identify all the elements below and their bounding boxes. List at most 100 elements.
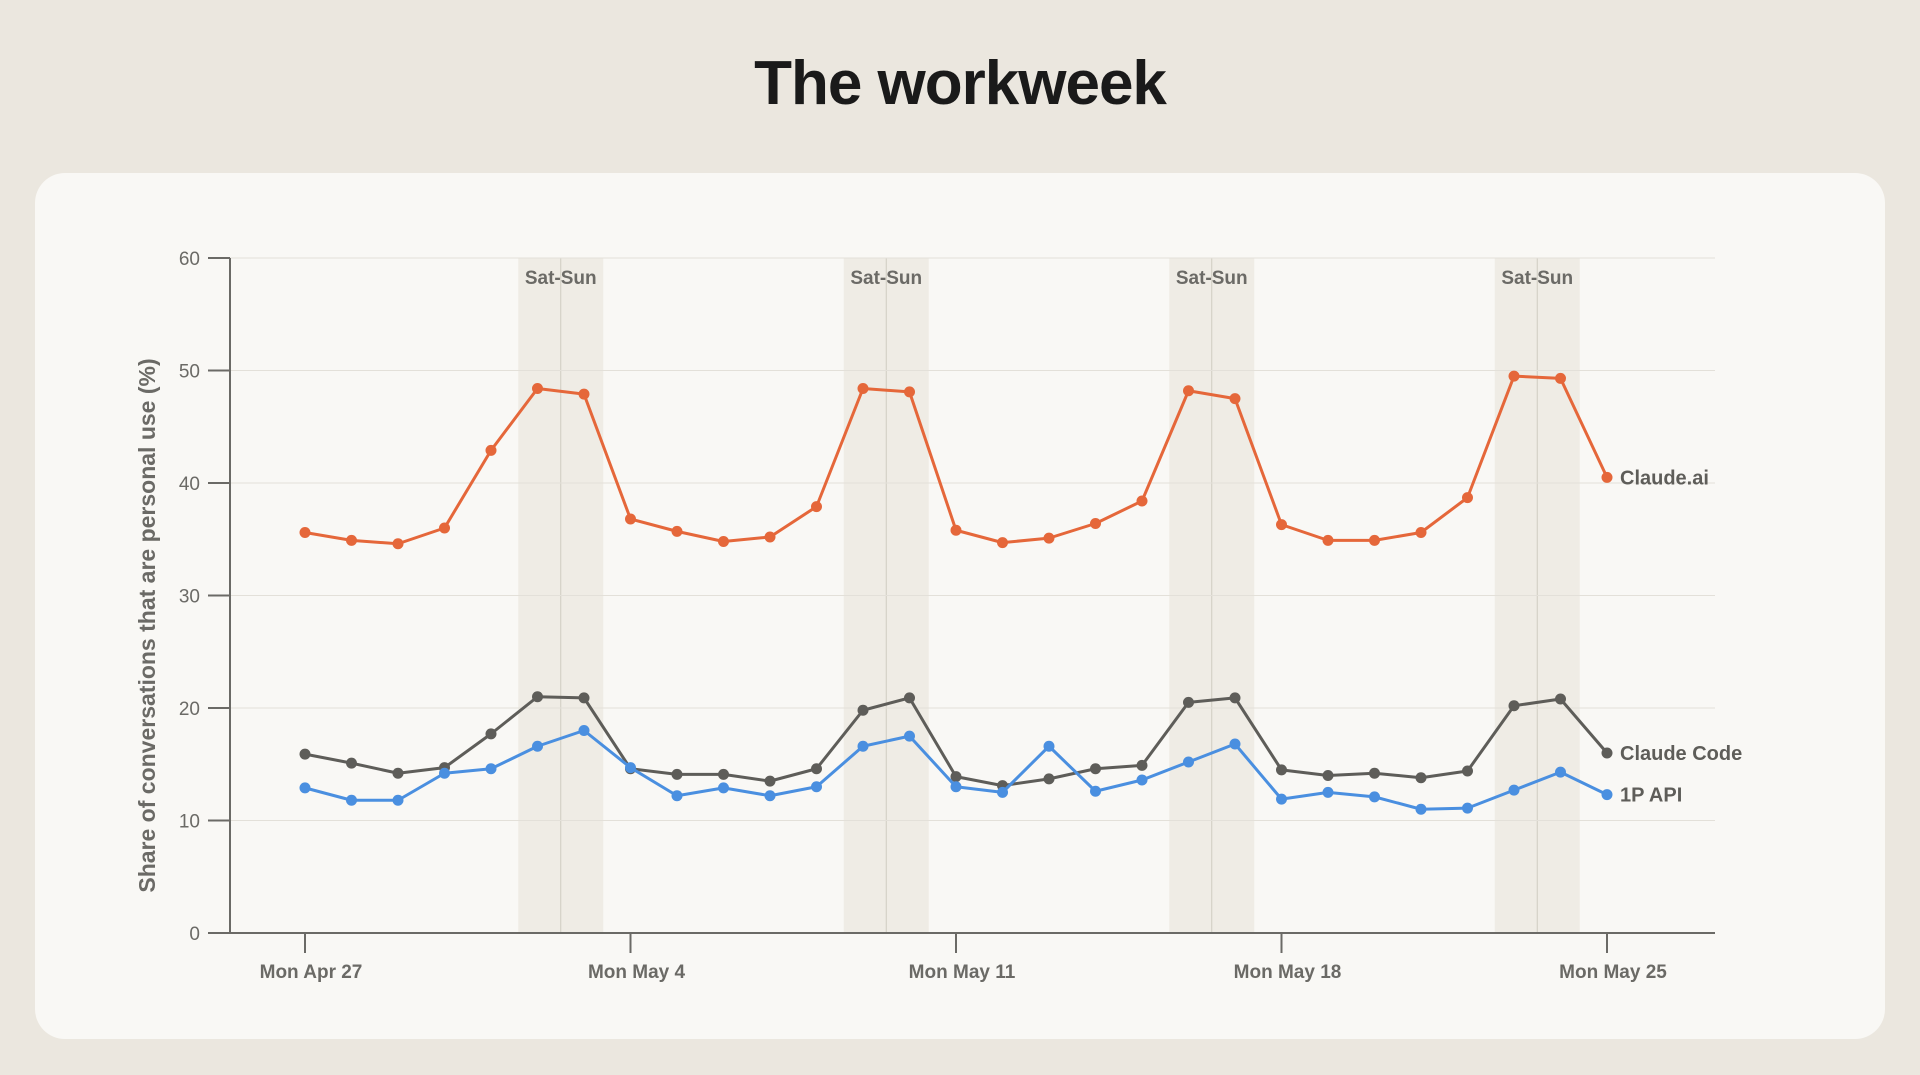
data-point (1183, 385, 1194, 397)
data-point (346, 794, 357, 806)
y-tick-label: 50 (179, 362, 200, 383)
data-point (1415, 527, 1427, 538)
data-point (1090, 785, 1101, 797)
weekend-label: Sat-Sun (850, 268, 922, 289)
data-point (392, 538, 404, 550)
data-point (625, 513, 636, 525)
series-line (304, 729, 1608, 811)
data-point (532, 383, 543, 394)
data-point (1090, 518, 1101, 529)
data-point (857, 704, 869, 716)
data-point (1369, 791, 1380, 803)
data-point (532, 740, 543, 752)
data-point (718, 768, 729, 780)
series-claude-ai: Claude.ai (299, 370, 1709, 550)
data-point (1601, 471, 1613, 483)
y-axis-title: Share of conversations that are personal… (134, 358, 160, 892)
data-point (997, 786, 1008, 798)
data-point (485, 728, 497, 740)
series-1p-api: 1P API (299, 725, 1682, 815)
data-point (1601, 789, 1613, 801)
data-point (1183, 756, 1194, 768)
data-point (1555, 372, 1566, 384)
data-point (299, 782, 311, 794)
data-point (764, 790, 776, 802)
y-tick-label: 60 (179, 249, 200, 270)
axes: 0 10 20 30 40 50 60 Mon Apr 27 Mon May 4 Mon May … (179, 249, 1715, 983)
data-point (1229, 692, 1241, 704)
data-point (950, 771, 962, 783)
data-point (299, 527, 311, 538)
data-point (718, 782, 729, 794)
data-point (1462, 802, 1473, 814)
data-point (1043, 773, 1055, 785)
page-title: The workweek (754, 49, 1167, 118)
data-point (1601, 747, 1613, 759)
data-point (671, 525, 683, 537)
data-point (997, 537, 1008, 549)
y-tick-label: 10 (179, 812, 200, 833)
data-point (764, 531, 776, 543)
data-point (1229, 393, 1241, 405)
data-point (1415, 803, 1427, 815)
data-point (1183, 696, 1194, 708)
x-tick-label: Mon May 4 (588, 962, 686, 983)
series-claude-code: Claude Code (299, 691, 1742, 792)
line-chart: Sat-Sun Sat-Sun Sat-Sun Sat-Sun 0 10 20 30 40 50… (134, 249, 1742, 983)
weekend-label: Sat-Sun (1176, 268, 1248, 289)
data-point (578, 692, 590, 704)
x-tick-label: Mon May 25 (1559, 962, 1667, 983)
data-point (811, 501, 822, 513)
data-point (1043, 532, 1055, 544)
data-point (1369, 767, 1380, 779)
data-point (764, 775, 776, 787)
data-point (811, 781, 822, 793)
data-point (671, 768, 683, 780)
data-point (346, 757, 357, 769)
data-point (578, 388, 590, 400)
series-label: Claude.ai (1620, 467, 1709, 489)
data-point (439, 522, 450, 534)
data-point (485, 763, 497, 775)
data-point (1276, 519, 1287, 531)
data-point (1508, 784, 1520, 796)
weekend-label: Sat-Sun (1501, 268, 1573, 289)
y-tick-label: 20 (179, 699, 200, 720)
data-point (857, 740, 869, 752)
data-point (1508, 700, 1520, 712)
data-point (1090, 763, 1101, 775)
data-point (904, 730, 915, 742)
data-point (811, 763, 822, 775)
data-point (439, 767, 450, 779)
chart-card: Sat-Sun Sat-Sun Sat-Sun Sat-Sun 0 10 20 30 40 50… (35, 173, 1885, 1039)
series-label: 1P API (1620, 785, 1682, 807)
data-point (1462, 765, 1473, 777)
data-point (718, 536, 729, 547)
data-point (1276, 793, 1287, 805)
data-point (1136, 774, 1148, 786)
y-tick-label: 40 (179, 474, 200, 495)
data-point (1322, 786, 1334, 798)
data-point (1043, 740, 1055, 752)
data-point (1508, 370, 1520, 382)
data-point (1136, 759, 1148, 771)
data-point (1555, 693, 1566, 705)
data-point (950, 781, 962, 793)
data-point (1415, 772, 1427, 784)
data-point (1322, 534, 1334, 546)
data-point (392, 767, 404, 779)
data-series: Claude.ai Claude Code 1P API (299, 370, 1742, 815)
data-point (1555, 766, 1566, 778)
data-point (904, 692, 915, 704)
data-point (1136, 495, 1148, 507)
y-tick-label: 0 (189, 924, 200, 945)
y-tick-label: 30 (179, 587, 200, 608)
data-point (904, 386, 915, 398)
x-tick-label: Mon Apr 27 (260, 962, 363, 983)
data-point (671, 790, 683, 802)
data-point (299, 748, 311, 760)
data-point (1276, 764, 1287, 776)
data-point (1229, 738, 1241, 750)
grid-lines (230, 257, 1715, 821)
data-point (1322, 770, 1334, 781)
